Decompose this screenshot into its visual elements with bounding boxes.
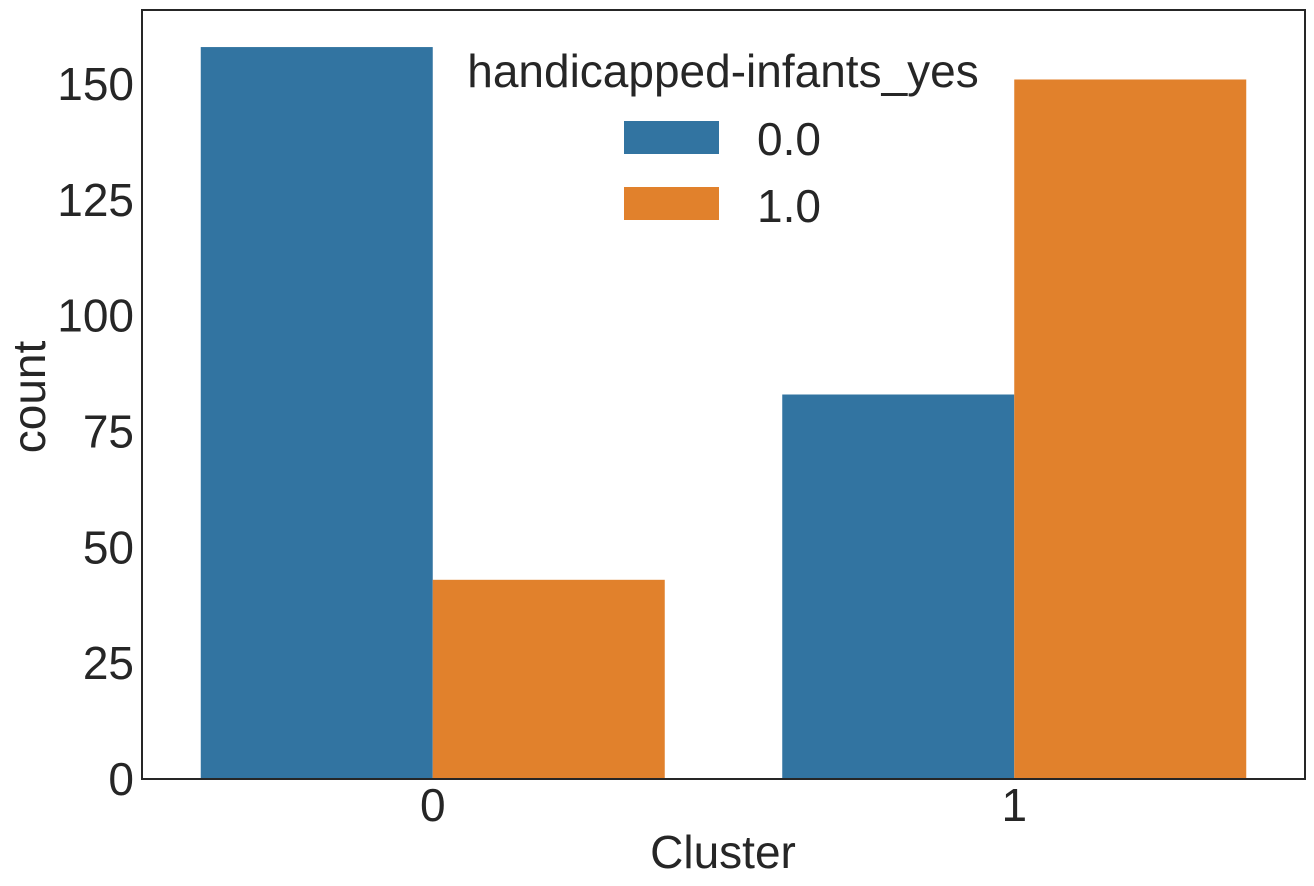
legend-label-1: 1.0 bbox=[757, 180, 821, 232]
legend-label-0: 0.0 bbox=[757, 113, 821, 165]
bar-cluster-0-series-1.0 bbox=[432, 579, 665, 779]
y-tick-label: 150 bbox=[57, 58, 134, 110]
y-axis-label: count bbox=[3, 341, 55, 454]
bar-cluster-0-series-0.0 bbox=[200, 47, 433, 779]
bars-layer bbox=[200, 47, 1247, 779]
bar-cluster-1-series-1.0 bbox=[1014, 79, 1247, 779]
bar-cluster-1-series-0.0 bbox=[782, 394, 1015, 779]
legend-swatch-0 bbox=[624, 121, 719, 154]
x-tick-label: 0 bbox=[420, 779, 446, 831]
legend-swatch-1 bbox=[624, 187, 719, 220]
y-tick-label: 25 bbox=[83, 637, 134, 689]
y-tick-label: 125 bbox=[57, 174, 134, 226]
y-tick-label: 100 bbox=[57, 290, 134, 342]
legend: handicapped-infants_yes 0.0 1.0 bbox=[467, 45, 978, 232]
y-tick-label: 0 bbox=[108, 753, 134, 805]
x-axis-label: Cluster bbox=[650, 826, 796, 878]
y-tick-label: 75 bbox=[83, 406, 134, 458]
legend-title: handicapped-infants_yes bbox=[467, 45, 978, 97]
y-axis-ticks: 0 25 50 75 100 125 150 bbox=[57, 58, 134, 805]
x-tick-label: 1 bbox=[1001, 779, 1027, 831]
plot-frame bbox=[141, 9, 1306, 780]
y-tick-label: 50 bbox=[83, 521, 134, 573]
